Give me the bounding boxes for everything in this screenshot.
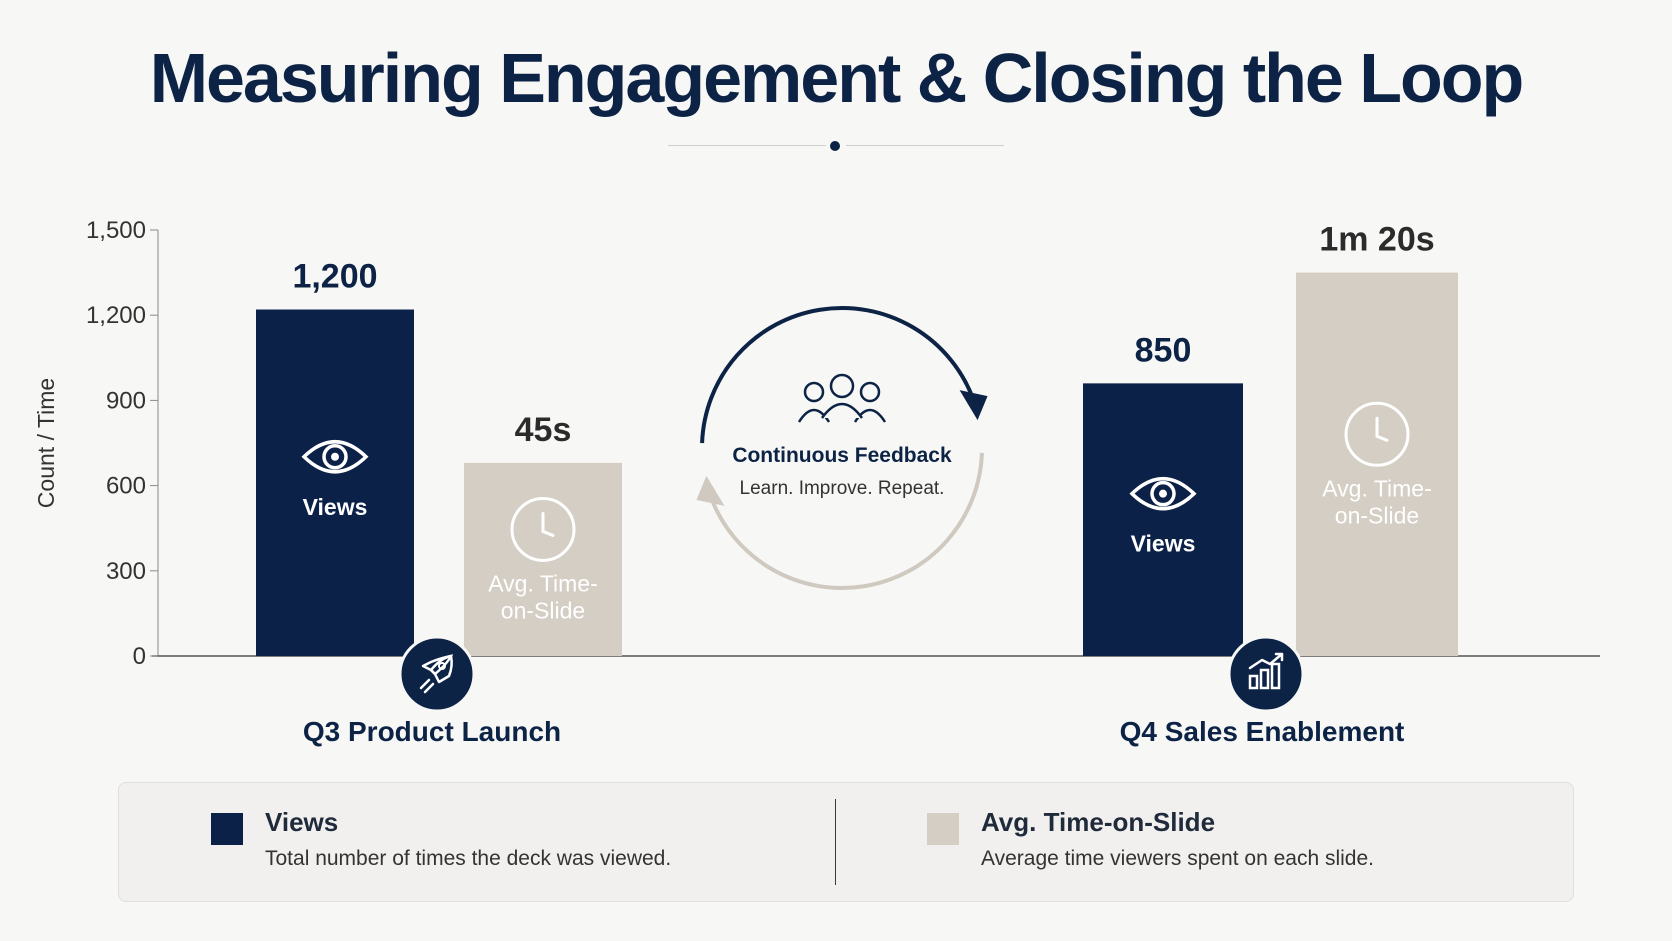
- category-label: Q3 Product Launch: [303, 716, 561, 747]
- feedback-arrowhead-top: [959, 390, 988, 421]
- legend-desc-time: Average time viewers spent on each slide…: [981, 847, 1374, 870]
- bar-views: [256, 309, 414, 656]
- category-label: Q4 Sales Enablement: [1120, 716, 1405, 747]
- engagement-chart: 0 300 600 900 1,200 1,500 Count / Time 1,200 Vie…: [33, 217, 1600, 747]
- y-tick-label: 1,200: [86, 302, 146, 329]
- people-group-icon: [797, 373, 887, 423]
- rocket-icon: [398, 635, 476, 713]
- feedback-arrow-top: [700, 306, 976, 444]
- feedback-title: Continuous Feedback: [732, 444, 952, 467]
- legend-label-time: Avg. Time-on-Slide: [981, 807, 1216, 837]
- data-label-time: 45s: [515, 411, 572, 449]
- bar-text-time-line2: on-Slide: [501, 597, 585, 623]
- title-divider: [668, 140, 1004, 152]
- bar-text-views: Views: [303, 494, 368, 520]
- y-tick-label: 300: [106, 558, 146, 585]
- divider-dot: [830, 141, 840, 151]
- data-label-views: 850: [1135, 331, 1192, 369]
- y-tick-label: 1,500: [86, 217, 146, 244]
- legend-swatch-views: [211, 813, 243, 845]
- legend-label-views: Views: [265, 807, 339, 837]
- legend-desc-views: Total number of times the deck was viewe…: [265, 847, 672, 870]
- legend-divider: [835, 799, 836, 885]
- eye-icon: [1129, 477, 1197, 511]
- y-axis-label: Count / Time: [33, 378, 59, 508]
- clock-icon: [510, 496, 576, 562]
- y-tick-label: 900: [106, 387, 146, 414]
- y-tick-label: 600: [106, 473, 146, 500]
- legend: Views Total number of times the deck was…: [118, 782, 1574, 902]
- eye-icon: [301, 440, 369, 474]
- bar-text-time-line1: Avg. Time-: [488, 570, 598, 596]
- bar-text-time-line2: on-Slide: [1335, 502, 1419, 528]
- clock-icon: [1344, 401, 1410, 467]
- data-label-time: 1m 20s: [1319, 221, 1434, 259]
- y-tick-label: 0: [133, 643, 146, 670]
- bar-text-views: Views: [1131, 531, 1196, 557]
- bar-text-time-line1: Avg. Time-: [1322, 475, 1432, 501]
- bar-views: [1083, 383, 1243, 656]
- legend-swatch-time: [927, 813, 959, 845]
- data-label-views: 1,200: [292, 258, 377, 296]
- page-title: Measuring Engagement & Closing the Loop: [149, 39, 1525, 117]
- feedback-arrow-bottom: [708, 452, 984, 590]
- feedback-subtitle: Learn. Improve. Repeat.: [740, 478, 945, 499]
- feedback-arrowhead-bottom: [696, 475, 725, 506]
- growth-chart-icon: [1227, 635, 1305, 713]
